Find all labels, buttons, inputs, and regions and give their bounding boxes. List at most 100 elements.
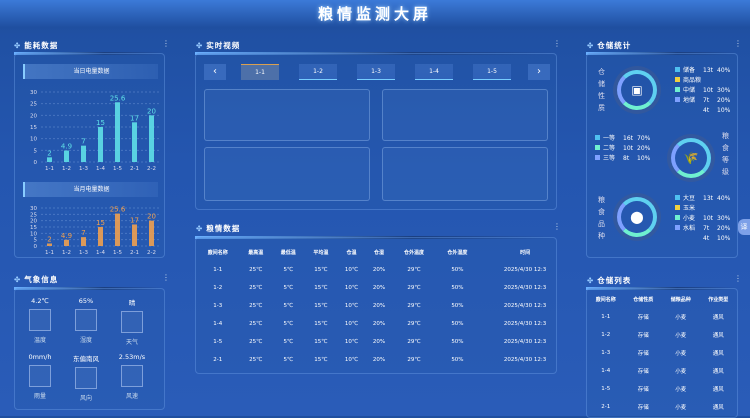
legend-item: 地储 7t 20%	[675, 96, 730, 106]
table-row[interactable]: 1-4 存储 小麦 通风	[587, 362, 737, 380]
table-cell: 50%	[451, 303, 464, 309]
table-cell: 29℃	[407, 357, 421, 363]
y-tick-label: 20	[30, 219, 37, 225]
video-panel-header: ✤ 实时视频	[196, 40, 240, 51]
next-button[interactable]: ›	[528, 64, 550, 80]
table-row[interactable]: 1-1 25℃ 5℃ 15℃ 10℃ 20% 29℃ 50% 2025/4/30 12:3	[196, 261, 556, 279]
table-row[interactable]: 1-2 存储 小麦 通风	[587, 326, 737, 344]
legend-swatch	[675, 225, 680, 230]
weather-image	[121, 365, 143, 387]
table-cell: 1-5	[601, 386, 611, 392]
legend-pct: 20%	[637, 145, 651, 152]
table-row[interactable]: 2-1 存储 小麦 通风	[587, 398, 737, 416]
x-tick-label: 1-4	[96, 250, 105, 256]
translate-button[interactable]: 译	[738, 219, 750, 235]
table-cell: 15℃	[314, 285, 328, 291]
y-tick-label: 10	[30, 137, 37, 143]
panel-title: 能耗数据	[24, 41, 59, 50]
data-label: 17	[130, 114, 139, 122]
legend-amount: 10t	[703, 87, 713, 94]
more-icon[interactable]: ⋮	[734, 274, 742, 283]
weather-label: 天气	[125, 339, 138, 346]
more-icon[interactable]: ⋮	[553, 222, 561, 231]
table-row[interactable]: 2-1 25℃ 5℃ 15℃ 10℃ 20% 29℃ 50% 2025/4/30 12:3	[196, 351, 556, 369]
legend-amount: 4t	[703, 107, 710, 114]
grain-icon: ⬤	[617, 197, 657, 237]
table-row[interactable]: 1-1 存储 小麦 通风	[587, 308, 737, 326]
table-row[interactable]: 1-2 25℃ 5℃ 15℃ 10℃ 20% 29℃ 50% 2025/4/30 12:3	[196, 279, 556, 297]
y-tick-label: 5	[34, 148, 38, 154]
legend-pct: 40%	[717, 67, 731, 74]
weather-image	[75, 309, 97, 331]
legend-pct: 70%	[637, 135, 651, 142]
table-cell: 29℃	[407, 285, 421, 291]
table-row[interactable]: 1-5 25℃ 5℃ 15℃ 10℃ 20% 29℃ 50% 2025/4/30 12:3	[196, 333, 556, 351]
y-tick-label: 0	[34, 244, 38, 250]
nature-label: 仓储性质	[598, 68, 605, 112]
legend-name: 地储	[683, 97, 696, 104]
more-icon[interactable]: ⋮	[553, 39, 561, 48]
weather-item: 晴天气	[109, 297, 155, 353]
video-tab[interactable]: 1-4	[415, 64, 453, 80]
table-cell: 小麦	[675, 333, 687, 339]
table-cell: 50%	[451, 321, 464, 327]
legend-swatch	[675, 97, 680, 102]
panel-title: 气象信息	[24, 275, 59, 284]
title-bar	[0, 0, 750, 34]
y-tick-label: 15	[30, 225, 37, 231]
y-tick-label: 25	[30, 212, 37, 218]
video-slot[interactable]	[204, 147, 370, 201]
panel-icon: ✤	[196, 41, 204, 50]
video-tab[interactable]: 1-2	[299, 64, 337, 80]
table-cell: 20%	[372, 321, 386, 327]
more-icon[interactable]: ⋮	[162, 39, 170, 48]
column-header: 最低温	[280, 249, 296, 256]
table-cell: 存储	[637, 387, 649, 393]
video-slot[interactable]	[382, 89, 548, 141]
legend-pct: 40%	[717, 195, 731, 202]
table-row[interactable]: 1-3 25℃ 5℃ 15℃ 10℃ 20% 29℃ 50% 2025/4/30 12:3	[196, 297, 556, 315]
more-icon[interactable]: ⋮	[162, 273, 170, 282]
legend-amount: 4t	[703, 235, 710, 242]
weather-item: 2.53m/s 风速	[109, 353, 155, 409]
video-panel: ‹ › 1-1 1-2 1-3 1-4 1-5	[195, 53, 557, 210]
table-cell: 29℃	[407, 267, 421, 273]
legend-item: 一等 16t 70%	[595, 134, 650, 144]
legend-pct: 20%	[717, 97, 731, 104]
panel-icon: ✤	[14, 41, 22, 50]
video-slot[interactable]	[382, 147, 548, 201]
weather-value: 东偏南风	[73, 355, 99, 363]
table-cell: 2025/4/30 12:3	[503, 285, 547, 291]
table-cell: 小麦	[675, 315, 687, 321]
panel-title: 实时视频	[206, 41, 241, 50]
video-tab[interactable]: 1-1	[241, 64, 279, 80]
bar	[98, 227, 103, 246]
y-tick-label: 25	[30, 102, 37, 108]
y-tick-label: 10	[30, 231, 37, 237]
video-tab[interactable]: 1-5	[473, 64, 511, 80]
table-row[interactable]: 1-5 存储 小麦 通风	[587, 380, 737, 398]
legend-swatch	[675, 87, 680, 92]
table-row[interactable]: 1-3 存储 小麦 通风	[587, 344, 737, 362]
table-cell: 15℃	[314, 357, 328, 363]
prev-button[interactable]: ‹	[204, 64, 226, 80]
table-cell: 10℃	[344, 357, 359, 363]
x-tick-label: 1-4	[96, 166, 105, 172]
bar	[149, 220, 154, 246]
legend-swatch	[595, 145, 600, 150]
table-cell: 通风	[712, 369, 724, 375]
more-icon[interactable]: ⋮	[734, 39, 742, 48]
legend-pct: 20%	[717, 225, 731, 232]
x-tick-label: 1-5	[113, 250, 122, 256]
bar	[115, 213, 120, 246]
grade-label: 粮食等级	[722, 132, 729, 176]
video-tab[interactable]: 1-3	[357, 64, 395, 80]
video-slot[interactable]	[204, 89, 370, 141]
y-tick-label: 0	[34, 160, 38, 166]
table-cell: 1-4	[601, 368, 611, 374]
monthly-chart-title: 当月电量数据	[23, 182, 158, 197]
panel-icon: ✤	[587, 276, 595, 285]
table-row[interactable]: 1-4 25℃ 5℃ 15℃ 10℃ 20% 29℃ 50% 2025/4/30 12:3	[196, 315, 556, 333]
table-cell: 50%	[451, 357, 464, 363]
table-cell: 5℃	[283, 357, 294, 363]
